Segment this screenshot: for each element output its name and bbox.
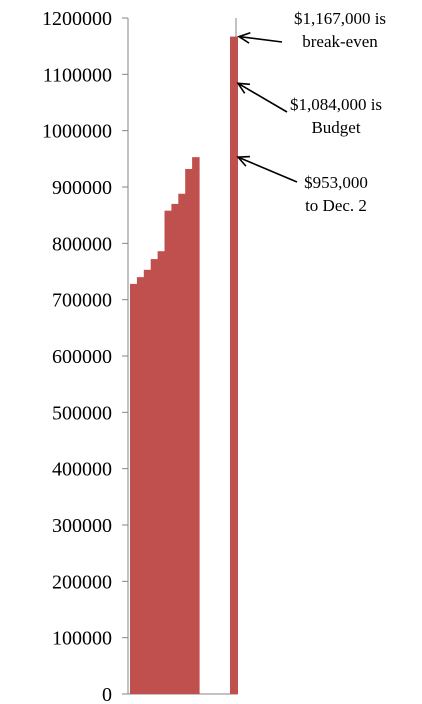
annotation-arrow (237, 156, 298, 183)
annotation-arrowhead (237, 32, 251, 44)
annotation-budget-line: $1,084,000 is (290, 95, 382, 114)
y-tick-label: 1200000 (42, 8, 112, 30)
bar (157, 251, 166, 694)
annotation-arrowhead (236, 82, 251, 94)
annotation-arrowhead (236, 155, 251, 167)
bar (171, 203, 179, 694)
bar (150, 259, 159, 694)
bar (143, 269, 152, 694)
y-tick-label: 1000000 (42, 121, 112, 143)
annotation-breakeven-line: break-even (302, 32, 378, 51)
annotation-arrow (238, 35, 283, 43)
annotation-budget-line: Budget (311, 118, 360, 137)
bar-breakeven (230, 36, 238, 694)
y-tick-label: 500000 (52, 402, 112, 424)
y-tick-label: 0 (102, 684, 112, 704)
y-axis-ticks: 0 100000 200000 300000 400000 500000 600000 700… (42, 8, 128, 704)
bar (136, 277, 145, 694)
annotation-breakeven-line: $1,167,000 is (294, 9, 386, 28)
y-tick-label: 900000 (52, 177, 112, 199)
y-tick-label: 300000 (52, 515, 112, 537)
y-tick-label: 600000 (52, 346, 112, 368)
annotation-current-line: $953,000 (304, 173, 368, 192)
annotation-arrow (237, 82, 288, 113)
y-tick-label: 800000 (52, 233, 112, 255)
bar (192, 157, 200, 695)
y-tick-label: 400000 (52, 459, 112, 481)
y-tick-label: 1100000 (43, 64, 112, 86)
annotation-current-line: to Dec. 2 (305, 196, 367, 215)
bar (130, 283, 138, 694)
bars (130, 36, 238, 695)
y-tick-label: 700000 (52, 290, 112, 312)
y-tick-label: 100000 (52, 628, 112, 650)
bar (178, 193, 186, 694)
y-tick-label: 200000 (52, 571, 112, 593)
bar (164, 210, 172, 694)
annotations: $1,167,000 is break-even $1,084,000 is Budg… (236, 9, 386, 215)
bar (185, 168, 193, 694)
